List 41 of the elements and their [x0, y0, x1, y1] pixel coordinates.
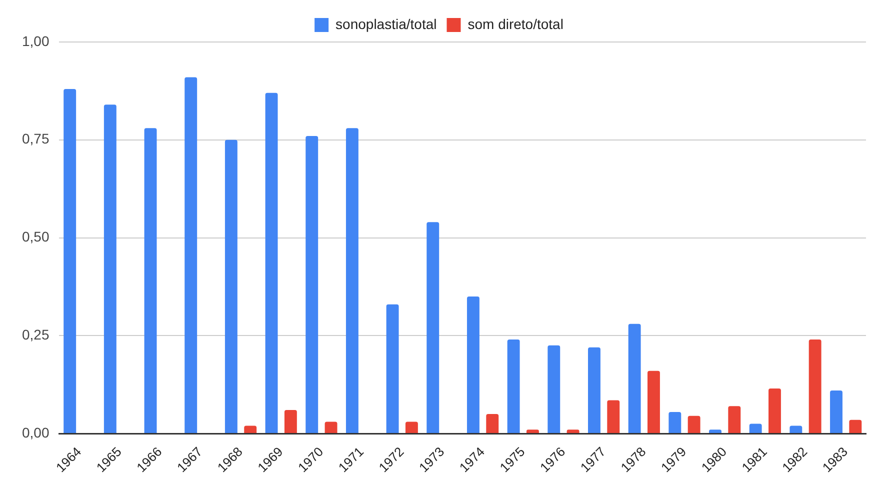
bar [548, 345, 560, 434]
legend-label: som direto/total [468, 16, 564, 32]
bar [647, 370, 660, 434]
bar [486, 414, 499, 434]
bar [507, 340, 520, 434]
bar [306, 136, 318, 434]
bar [386, 304, 399, 434]
bar [184, 77, 198, 434]
bar [607, 400, 620, 434]
bar [265, 92, 278, 434]
bar [566, 430, 580, 434]
bar [426, 222, 440, 434]
y-tick-label: 0,25 [22, 326, 50, 342]
bar [688, 416, 700, 434]
bar [728, 406, 741, 434]
bar [849, 420, 862, 434]
y-tick-label: 0,75 [22, 130, 50, 147]
bar [104, 104, 116, 434]
legend-label: sonoplastia/total [336, 16, 437, 32]
bar [144, 128, 157, 434]
bar [526, 430, 539, 434]
bar [830, 390, 842, 434]
y-tick-label: 0,00 [22, 424, 50, 440]
bar [346, 128, 358, 434]
bar [628, 324, 641, 434]
bar [405, 422, 418, 434]
bar [244, 426, 257, 434]
bar [284, 410, 297, 434]
bar [588, 347, 600, 434]
y-tick-label: 0,50 [22, 228, 50, 245]
bar [790, 426, 802, 434]
y-tick-label: 1,00 [22, 32, 50, 49]
bar [324, 422, 338, 434]
bar [808, 340, 822, 434]
bar [668, 412, 682, 434]
bar [749, 424, 762, 434]
bar [709, 430, 722, 434]
bar [768, 388, 781, 434]
bar [466, 296, 480, 434]
bar [224, 140, 238, 434]
bar [64, 88, 76, 434]
